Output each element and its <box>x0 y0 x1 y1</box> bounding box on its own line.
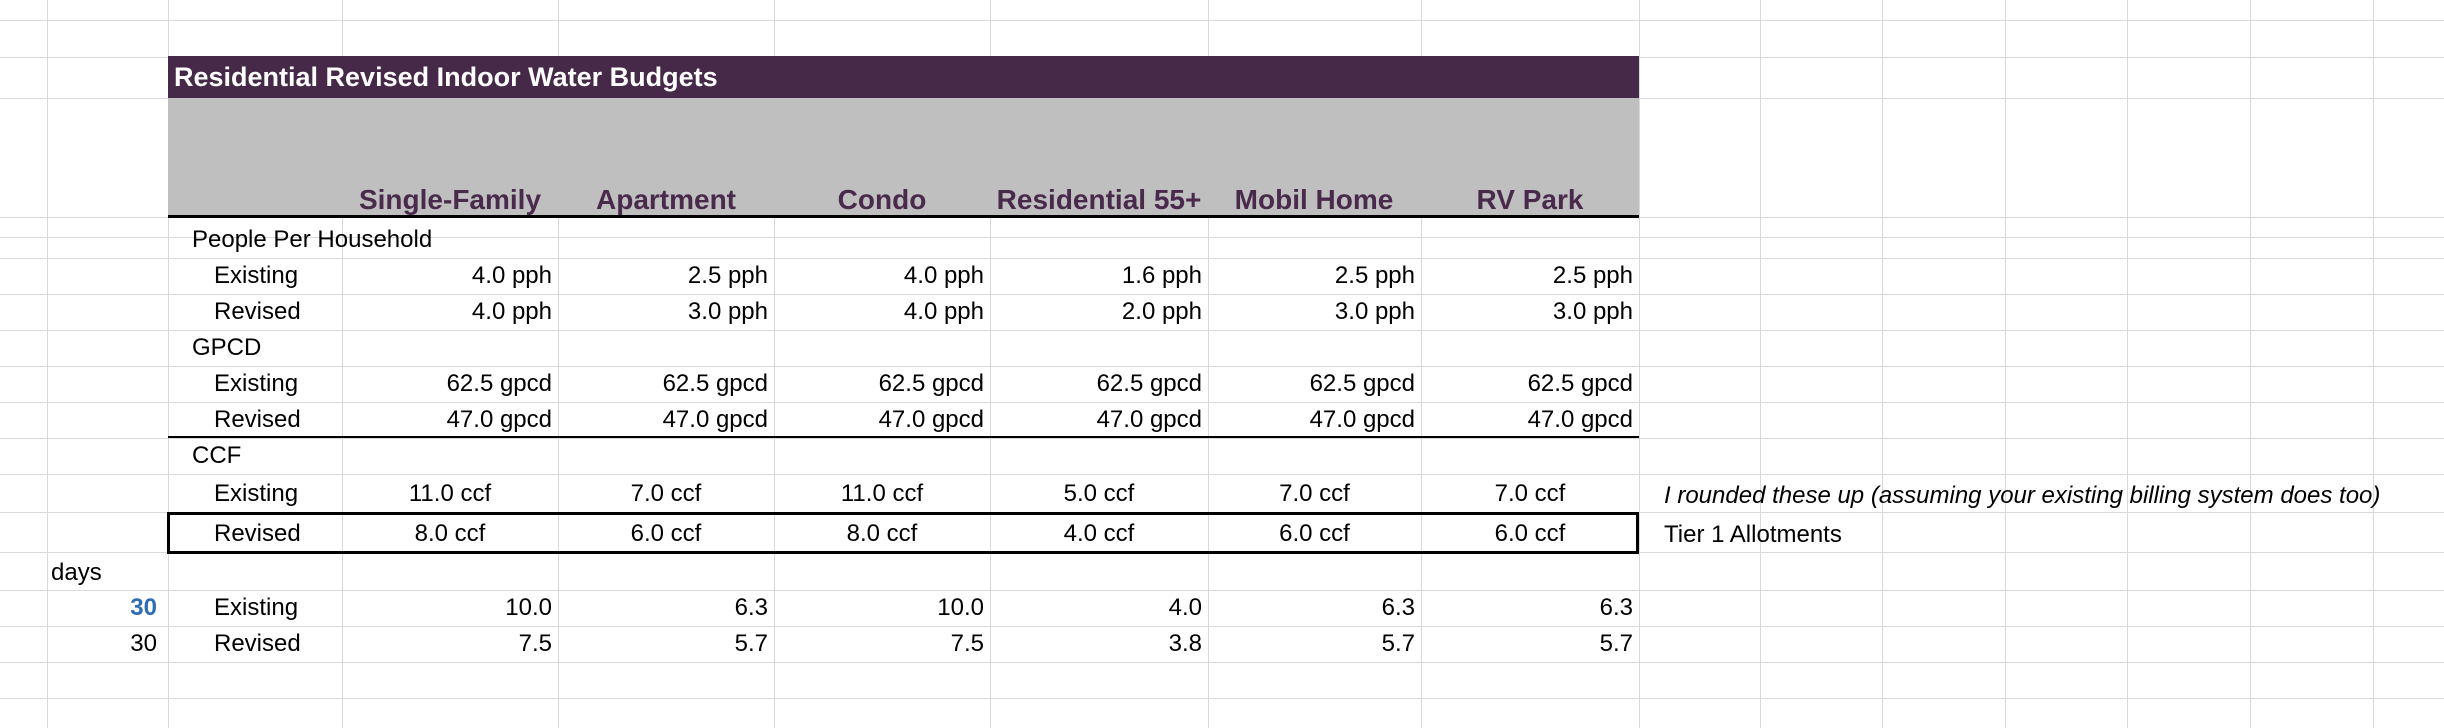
pph-existing-label: Existing <box>214 262 299 289</box>
pph-existing-value: 2.5 pph <box>687 262 768 289</box>
gpcd-existing-value: 62.5 gpcd <box>1527 370 1633 397</box>
days-revised-value: 3.8 <box>1168 630 1202 657</box>
gpcd-revised-value: 47.0 gpcd <box>1096 406 1202 433</box>
section-label-pph: People Per Household <box>192 226 433 253</box>
ccf-existing-value: 5.0 ccf <box>1063 480 1135 507</box>
days-revised-value: 5.7 <box>734 630 768 657</box>
days-revised-value: 5.7 <box>1381 630 1415 657</box>
days-existing-value: 10.0 <box>937 594 984 621</box>
days-label: days <box>51 559 102 586</box>
gpcd-revised-value: 47.0 gpcd <box>878 406 984 433</box>
column-header-band <box>168 98 1639 217</box>
gpcd-revised-label: Revised <box>214 406 301 433</box>
days-existing-value: 10.0 <box>505 594 552 621</box>
ccf-revised-label: Revised <box>214 520 301 547</box>
pph-existing-value: 2.5 pph <box>1552 262 1633 289</box>
days-revised-label: Revised <box>214 630 301 657</box>
ccf-existing-value: 7.0 ccf <box>1494 480 1566 507</box>
ccf-existing-value: 11.0 ccf <box>840 480 924 507</box>
ccf-revised-value: 6.0 ccf <box>630 520 702 547</box>
pph-revised-value: 2.0 pph <box>1121 298 1202 325</box>
section-label-ccf: CCF <box>192 442 242 469</box>
days-existing-value: 6.3 <box>734 594 768 621</box>
ccf-revised-value: 6.0 ccf <box>1279 520 1350 547</box>
column-header: Residential 55+ <box>996 184 1202 215</box>
gpcd-existing-value: 62.5 gpcd <box>446 370 552 397</box>
days-revised-value: 7.5 <box>950 630 984 657</box>
gpcd-existing-value: 62.5 gpcd <box>1309 370 1415 397</box>
days-existing-value: 4.0 <box>1168 594 1202 621</box>
pph-revised-value: 4.0 pph <box>903 298 984 325</box>
gpcd-revised-value: 47.0 gpcd <box>1527 406 1633 433</box>
gpcd-revised-value: 47.0 gpcd <box>1309 406 1415 433</box>
ccf-revised-value: 8.0 ccf <box>846 520 918 547</box>
pph-revised-value: 4.0 pph <box>471 298 552 325</box>
days-existing-label: Existing <box>214 594 299 621</box>
table-title-bar <box>168 56 1639 98</box>
days-revised-value: 5.7 <box>1599 630 1633 657</box>
pph-existing-value: 2.5 pph <box>1334 262 1415 289</box>
ccf-revised-box <box>167 512 1639 554</box>
pph-existing-value: 1.6 pph <box>1121 262 1202 289</box>
pph-revised-value: 3.0 pph <box>687 298 768 325</box>
ccf-revised-value: 8.0 ccf <box>414 520 486 547</box>
header-bottom-rule <box>168 215 1639 218</box>
days-existing-value: 6.3 <box>1599 594 1633 621</box>
days-revised-value: 7.5 <box>518 630 552 657</box>
pph-revised-value: 3.0 pph <box>1552 298 1633 325</box>
table-title: Residential Revised Indoor Water Budgets <box>174 62 718 92</box>
column-header: Apartment <box>595 184 737 215</box>
days-revised-count: 30 <box>130 630 157 657</box>
section-label-gpcd: GPCD <box>192 334 262 361</box>
days-existing-value: 6.3 <box>1381 594 1415 621</box>
days-existing-count: 30 <box>130 594 157 621</box>
pph-existing-value: 4.0 pph <box>903 262 984 289</box>
pph-existing-value: 4.0 pph <box>471 262 552 289</box>
gpcd-existing-value: 62.5 gpcd <box>878 370 984 397</box>
gpcd-existing-value: 62.5 gpcd <box>662 370 768 397</box>
ccf-revised-value: 4.0 ccf <box>1063 520 1135 547</box>
column-header: Condo <box>837 184 927 215</box>
rounding-note: I rounded these up (assuming your existi… <box>1664 482 2381 509</box>
pph-revised-label: Revised <box>214 298 301 325</box>
ccf-existing-label: Existing <box>214 480 299 507</box>
ccf-existing-value: 7.0 ccf <box>1279 480 1350 507</box>
gpcd-existing-label: Existing <box>214 370 299 397</box>
column-header: RV Park <box>1476 184 1584 215</box>
gpcd-revised-value: 47.0 gpcd <box>662 406 768 433</box>
ccf-existing-value: 7.0 ccf <box>630 480 702 507</box>
pph-revised-value: 3.0 pph <box>1334 298 1415 325</box>
ccf-existing-value: 11.0 ccf <box>408 480 492 507</box>
column-header: Mobil Home <box>1234 184 1394 215</box>
ccf-revised-value: 6.0 ccf <box>1494 520 1566 547</box>
column-header: Single-Family <box>358 184 542 215</box>
gpcd-existing-value: 62.5 gpcd <box>1096 370 1202 397</box>
gpcd-bottom-rule <box>168 436 1639 438</box>
tier-note: Tier 1 Allotments <box>1664 521 1842 548</box>
gpcd-revised-value: 47.0 gpcd <box>446 406 552 433</box>
